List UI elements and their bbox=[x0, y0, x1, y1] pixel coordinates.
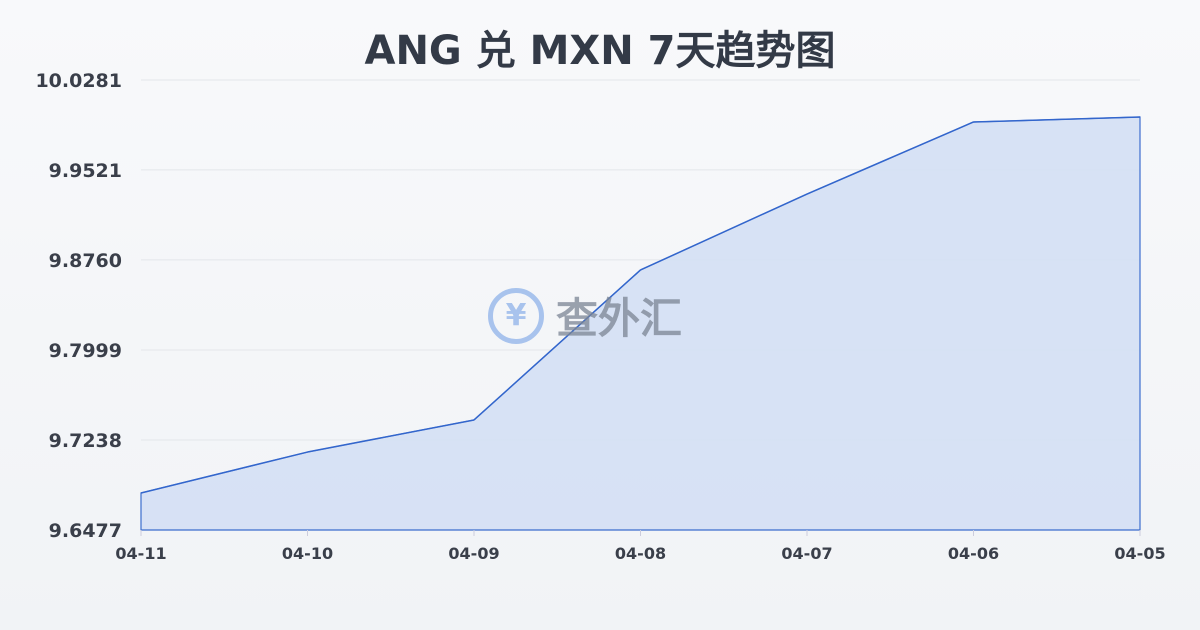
line-segment bbox=[806, 121, 974, 195]
line-segment bbox=[973, 116, 1141, 123]
y-tick-label: 9.7238 bbox=[49, 430, 122, 452]
x-tick-label: 04-07 bbox=[781, 544, 832, 563]
line-segment bbox=[140, 451, 308, 494]
line-segment bbox=[640, 193, 808, 271]
chart-title: ANG 兑 MXN 7天趋势图 bbox=[364, 28, 836, 74]
line-segment bbox=[473, 269, 642, 421]
y-tick-label: 9.9521 bbox=[49, 160, 122, 182]
x-tick-label: 04-09 bbox=[448, 544, 499, 563]
watermark: ¥ 查外汇 bbox=[488, 285, 682, 346]
x-tick-label: 04-08 bbox=[615, 544, 666, 563]
y-tick-label: 9.6477 bbox=[49, 520, 122, 542]
yen-exchange-icon: ¥ bbox=[488, 287, 544, 344]
x-tick-label: 04-05 bbox=[1114, 544, 1165, 563]
x-tick-label: 04-10 bbox=[282, 544, 333, 563]
x-tick-label: 04-11 bbox=[115, 544, 166, 563]
line-segment bbox=[307, 419, 475, 453]
watermark-text: 查外汇 bbox=[556, 294, 683, 343]
y-tick-label: 10.0281 bbox=[35, 70, 122, 92]
y-tick-label: 9.8760 bbox=[49, 250, 122, 272]
y-tick-label: 9.7999 bbox=[49, 340, 122, 362]
x-tick-label: 04-06 bbox=[948, 544, 999, 563]
